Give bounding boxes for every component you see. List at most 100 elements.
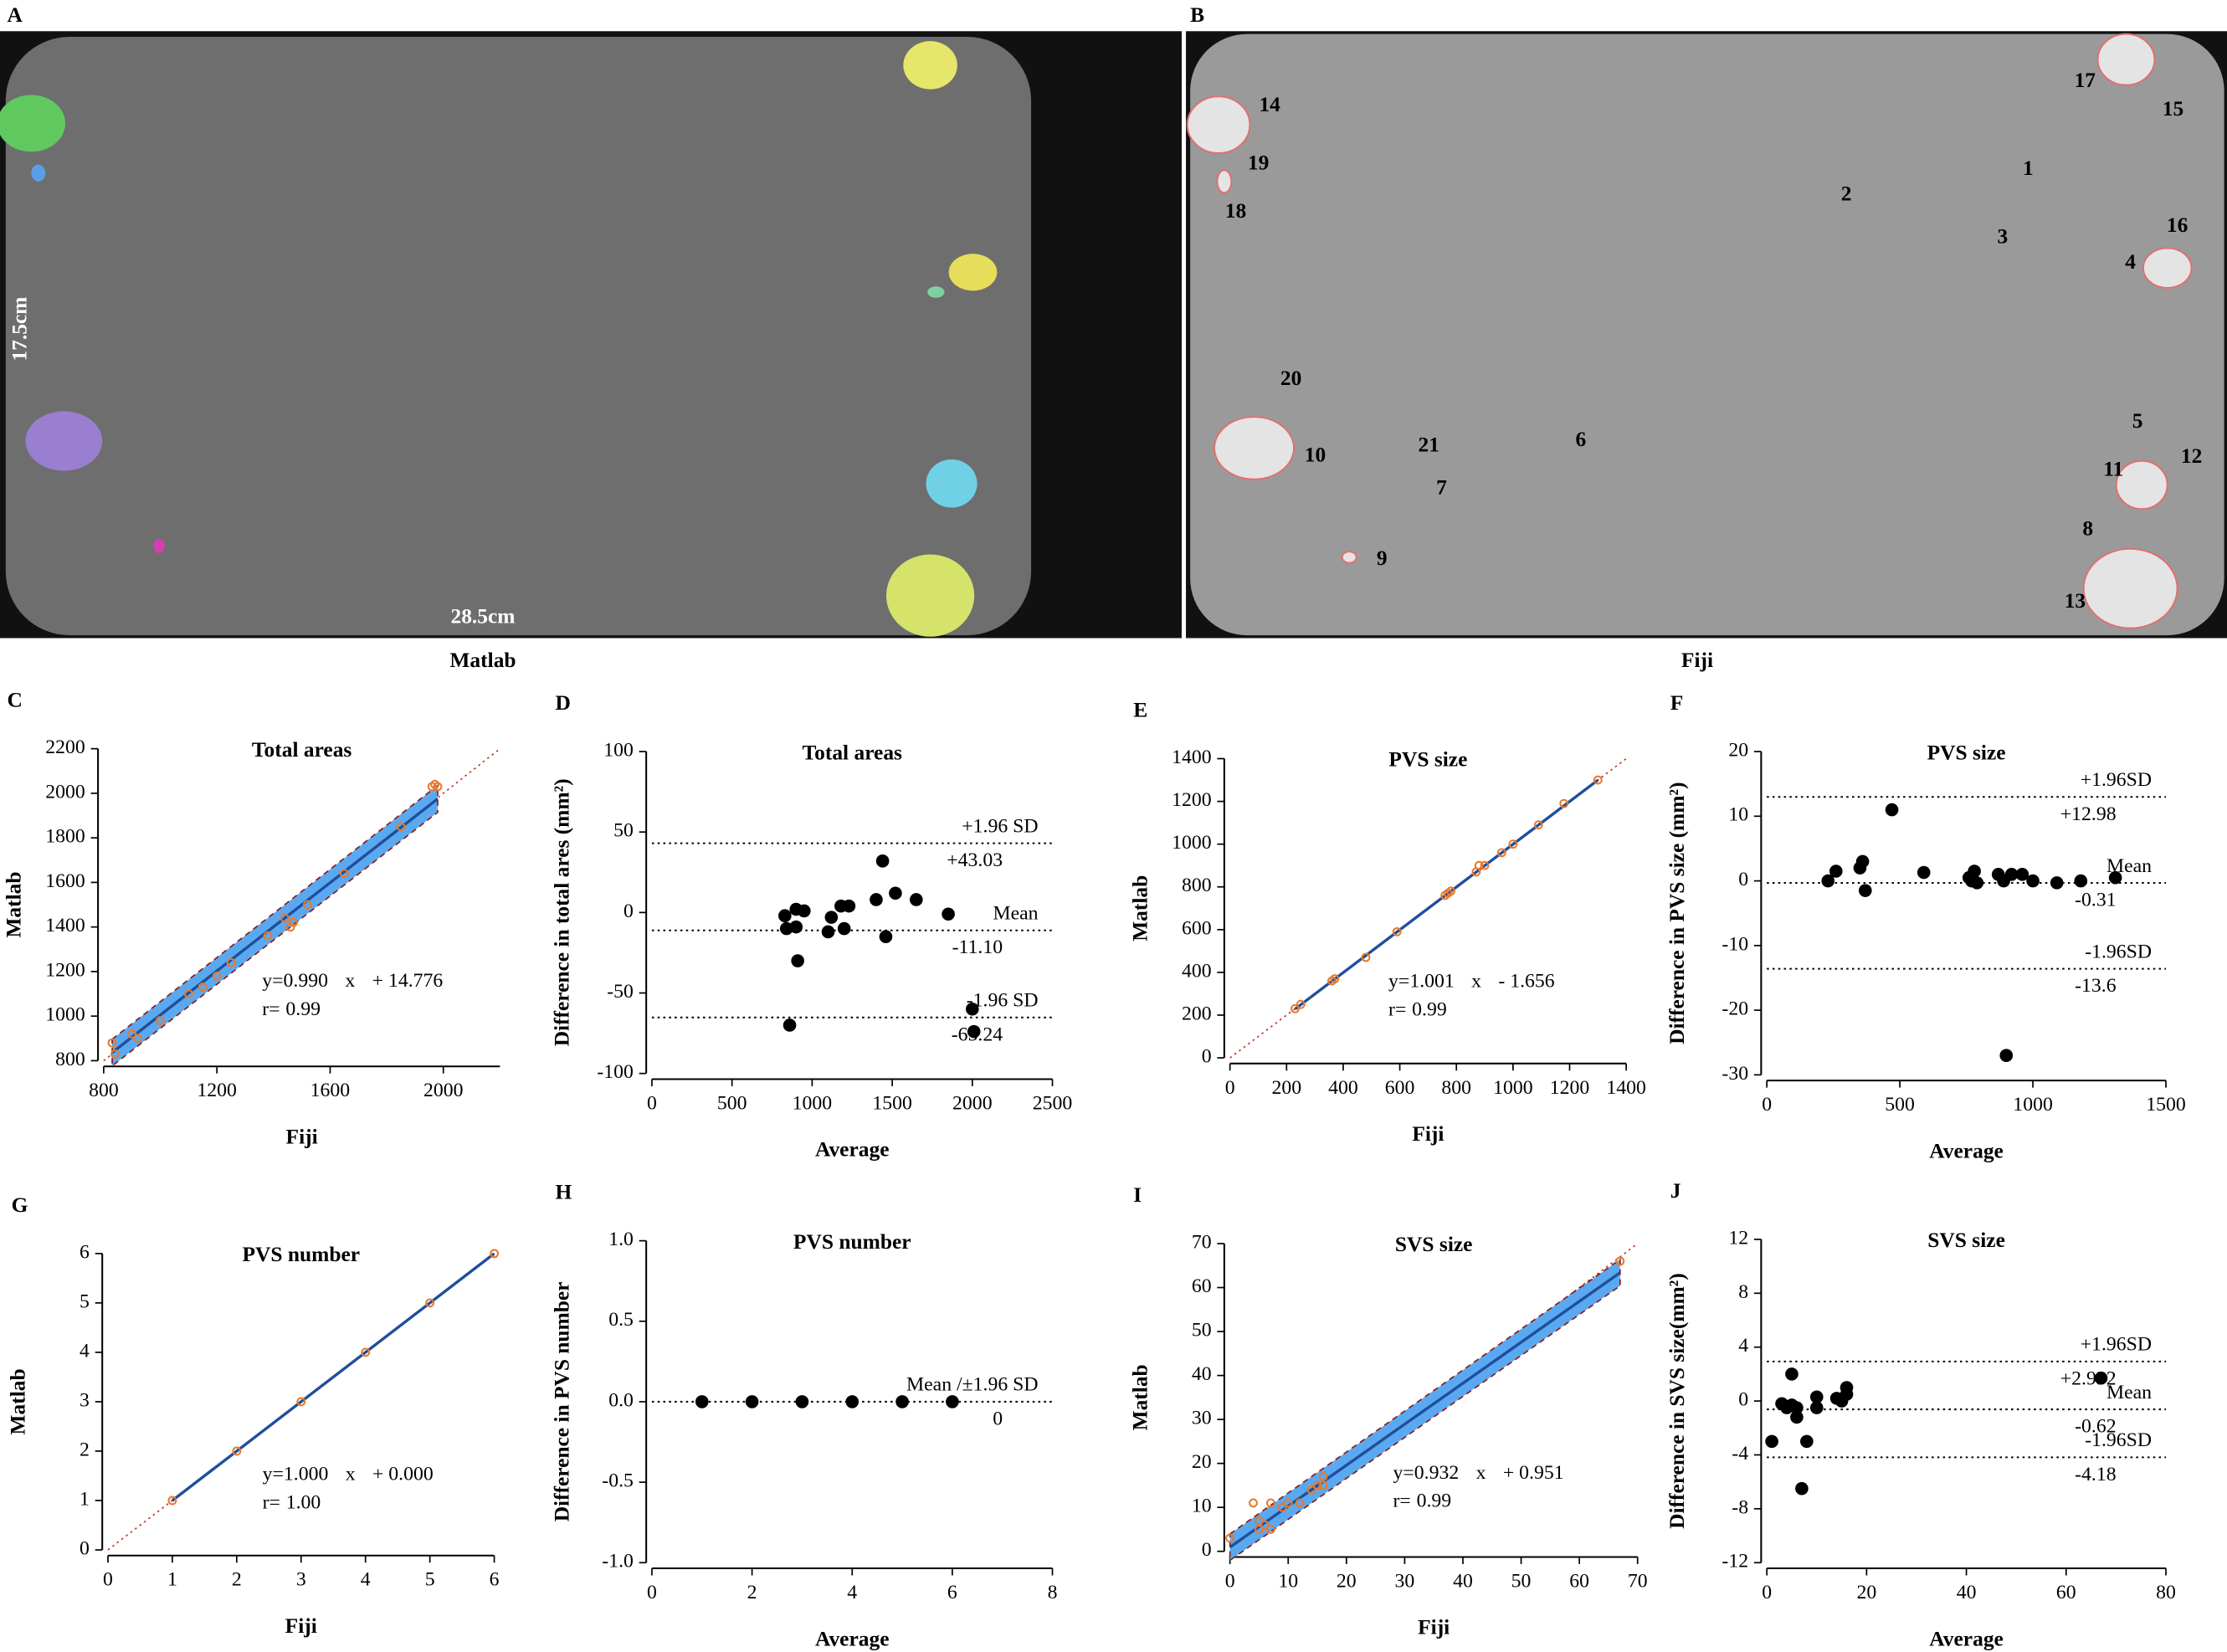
fit-r-prefix: r= bbox=[262, 999, 280, 1021]
y-tick-label: -4 bbox=[1732, 1443, 1748, 1465]
y-tick-label: 20 bbox=[1192, 1451, 1212, 1473]
regression-line bbox=[1229, 1271, 1621, 1549]
x-tick-label: 2500 bbox=[1033, 1092, 1073, 1114]
data-point bbox=[1296, 999, 1306, 1009]
data-point bbox=[1249, 1498, 1258, 1508]
fit-equation: y=1.000 x + 0.000 bbox=[263, 1464, 434, 1485]
data-point bbox=[870, 893, 883, 906]
region-label: 6 bbox=[1575, 427, 1586, 451]
data-point bbox=[875, 854, 890, 868]
y-tick-label: -30 bbox=[1722, 1063, 1748, 1085]
data-point bbox=[425, 1298, 435, 1308]
y-tick-label: 10 bbox=[1192, 1496, 1212, 1517]
region-label: 7 bbox=[1436, 475, 1447, 499]
data-point bbox=[1446, 886, 1455, 896]
x-tick-label: 1000 bbox=[2013, 1094, 2053, 1116]
data-point bbox=[798, 904, 811, 918]
y-tick-label: 200 bbox=[1182, 1003, 1212, 1024]
y-tick-label: 0 bbox=[80, 1537, 90, 1559]
tray bbox=[5, 37, 1032, 636]
y-tick-label: 6 bbox=[80, 1241, 90, 1263]
y-tick-label: 8 bbox=[1738, 1281, 1748, 1303]
chart-title: PVS number bbox=[242, 1242, 360, 1266]
x-tick-label: 800 bbox=[89, 1080, 119, 1101]
blob bbox=[903, 41, 957, 90]
y-tick-label: 30 bbox=[1192, 1408, 1212, 1429]
x-tick-label: 40 bbox=[1957, 1582, 1977, 1603]
chart: I SVS size Fiji Matlab 0 10 20 30 40 50 60 70 0 10 20 3… bbox=[1127, 1183, 1647, 1639]
data-point bbox=[1255, 1516, 1264, 1526]
y-tick-label: 1200 bbox=[45, 959, 85, 981]
regression-line bbox=[1294, 778, 1599, 1011]
x-tick-label: 1000 bbox=[1493, 1077, 1533, 1099]
data-point bbox=[226, 957, 236, 967]
y-tick-label: -8 bbox=[1732, 1496, 1748, 1518]
y-tick-label: 400 bbox=[1182, 960, 1212, 982]
x-tick-label: 2000 bbox=[952, 1092, 993, 1114]
data-point bbox=[2094, 1371, 2108, 1385]
chart: C Total areas Fiji Matlab 800 1200 1600 2000 800… bbox=[1, 688, 500, 1148]
data-point bbox=[1615, 1256, 1625, 1266]
panel-caption: Matlab bbox=[449, 648, 516, 672]
x-tick-label: 1500 bbox=[872, 1092, 912, 1114]
chart: G PVS number Fiji Matlab 0 1 2 3 4 5 6 0 1 2 3 4 5 6 y=1.0… bbox=[6, 1193, 500, 1638]
reference-name: Mean /±1.96 SD bbox=[906, 1374, 1039, 1396]
data-point bbox=[795, 1395, 809, 1408]
y-tick-label: 0 bbox=[1738, 869, 1748, 890]
y-tick-label: -100 bbox=[597, 1061, 634, 1083]
region bbox=[2096, 33, 2156, 86]
fit-slope: 0.990 bbox=[284, 971, 328, 993]
data-point bbox=[156, 1016, 165, 1025]
data-point bbox=[1291, 1003, 1300, 1013]
fit-prefix: y= bbox=[262, 971, 283, 993]
blob bbox=[25, 411, 103, 471]
reference-value: -0.62 bbox=[2075, 1416, 2116, 1438]
region-label: 20 bbox=[1280, 366, 1301, 390]
y-tick-label: 1400 bbox=[45, 915, 85, 936]
x-tick-label: 2 bbox=[747, 1582, 757, 1603]
x-tick-label: 0 bbox=[103, 1569, 113, 1591]
data-point bbox=[1800, 1434, 1814, 1449]
chart: F PVS size Average Difference in PVS size (… bbox=[1665, 690, 2186, 1162]
x-axis-label: Fiji bbox=[1412, 1121, 1444, 1146]
region-label: 4 bbox=[2125, 249, 2136, 274]
panel-letter: G bbox=[12, 1193, 28, 1217]
x-tick-label: 500 bbox=[1885, 1094, 1915, 1116]
data-point bbox=[910, 893, 923, 906]
data-point bbox=[1855, 854, 1870, 869]
y-axis-label: Matlab bbox=[1127, 875, 1152, 941]
x-tick-label: 20 bbox=[1337, 1570, 1357, 1592]
y-tick-label: 0 bbox=[1202, 1539, 1212, 1561]
y-tick-label: 60 bbox=[1192, 1275, 1212, 1297]
data-point bbox=[2108, 870, 2122, 885]
region-label: 13 bbox=[2065, 588, 2086, 613]
data-point bbox=[396, 822, 406, 832]
data-point bbox=[296, 1397, 306, 1407]
panel-letter: A bbox=[7, 3, 23, 27]
regression-line bbox=[110, 798, 439, 1054]
blob bbox=[885, 554, 975, 637]
data-point bbox=[1480, 860, 1490, 870]
data-point bbox=[1392, 926, 1402, 936]
data-point bbox=[1785, 1367, 1799, 1381]
y-tick-label: 4 bbox=[80, 1340, 90, 1362]
data-point bbox=[1829, 864, 1843, 878]
chart-title: SVS size bbox=[1395, 1232, 1473, 1256]
x-tick-label: 0 bbox=[647, 1582, 657, 1603]
blob bbox=[153, 538, 165, 553]
chart-title: PVS size bbox=[1388, 747, 1467, 772]
x-tick-label: 400 bbox=[1328, 1077, 1358, 1099]
data-point bbox=[280, 913, 290, 923]
fit-r-value: 0.99 bbox=[1412, 999, 1447, 1021]
region-label: 21 bbox=[1419, 433, 1439, 457]
panel-letter: F bbox=[1670, 690, 1684, 715]
x-tick-label: 1500 bbox=[2146, 1094, 2186, 1116]
data-point bbox=[1361, 952, 1371, 962]
blob bbox=[948, 254, 998, 291]
y-tick-label: 0 bbox=[1202, 1046, 1212, 1068]
chart: H PVS number Average Difference in PVS numb… bbox=[550, 1180, 1058, 1651]
y-tick-label: 20 bbox=[1728, 740, 1748, 762]
data-point bbox=[1496, 848, 1506, 858]
y-tick-label: 2000 bbox=[45, 781, 85, 803]
